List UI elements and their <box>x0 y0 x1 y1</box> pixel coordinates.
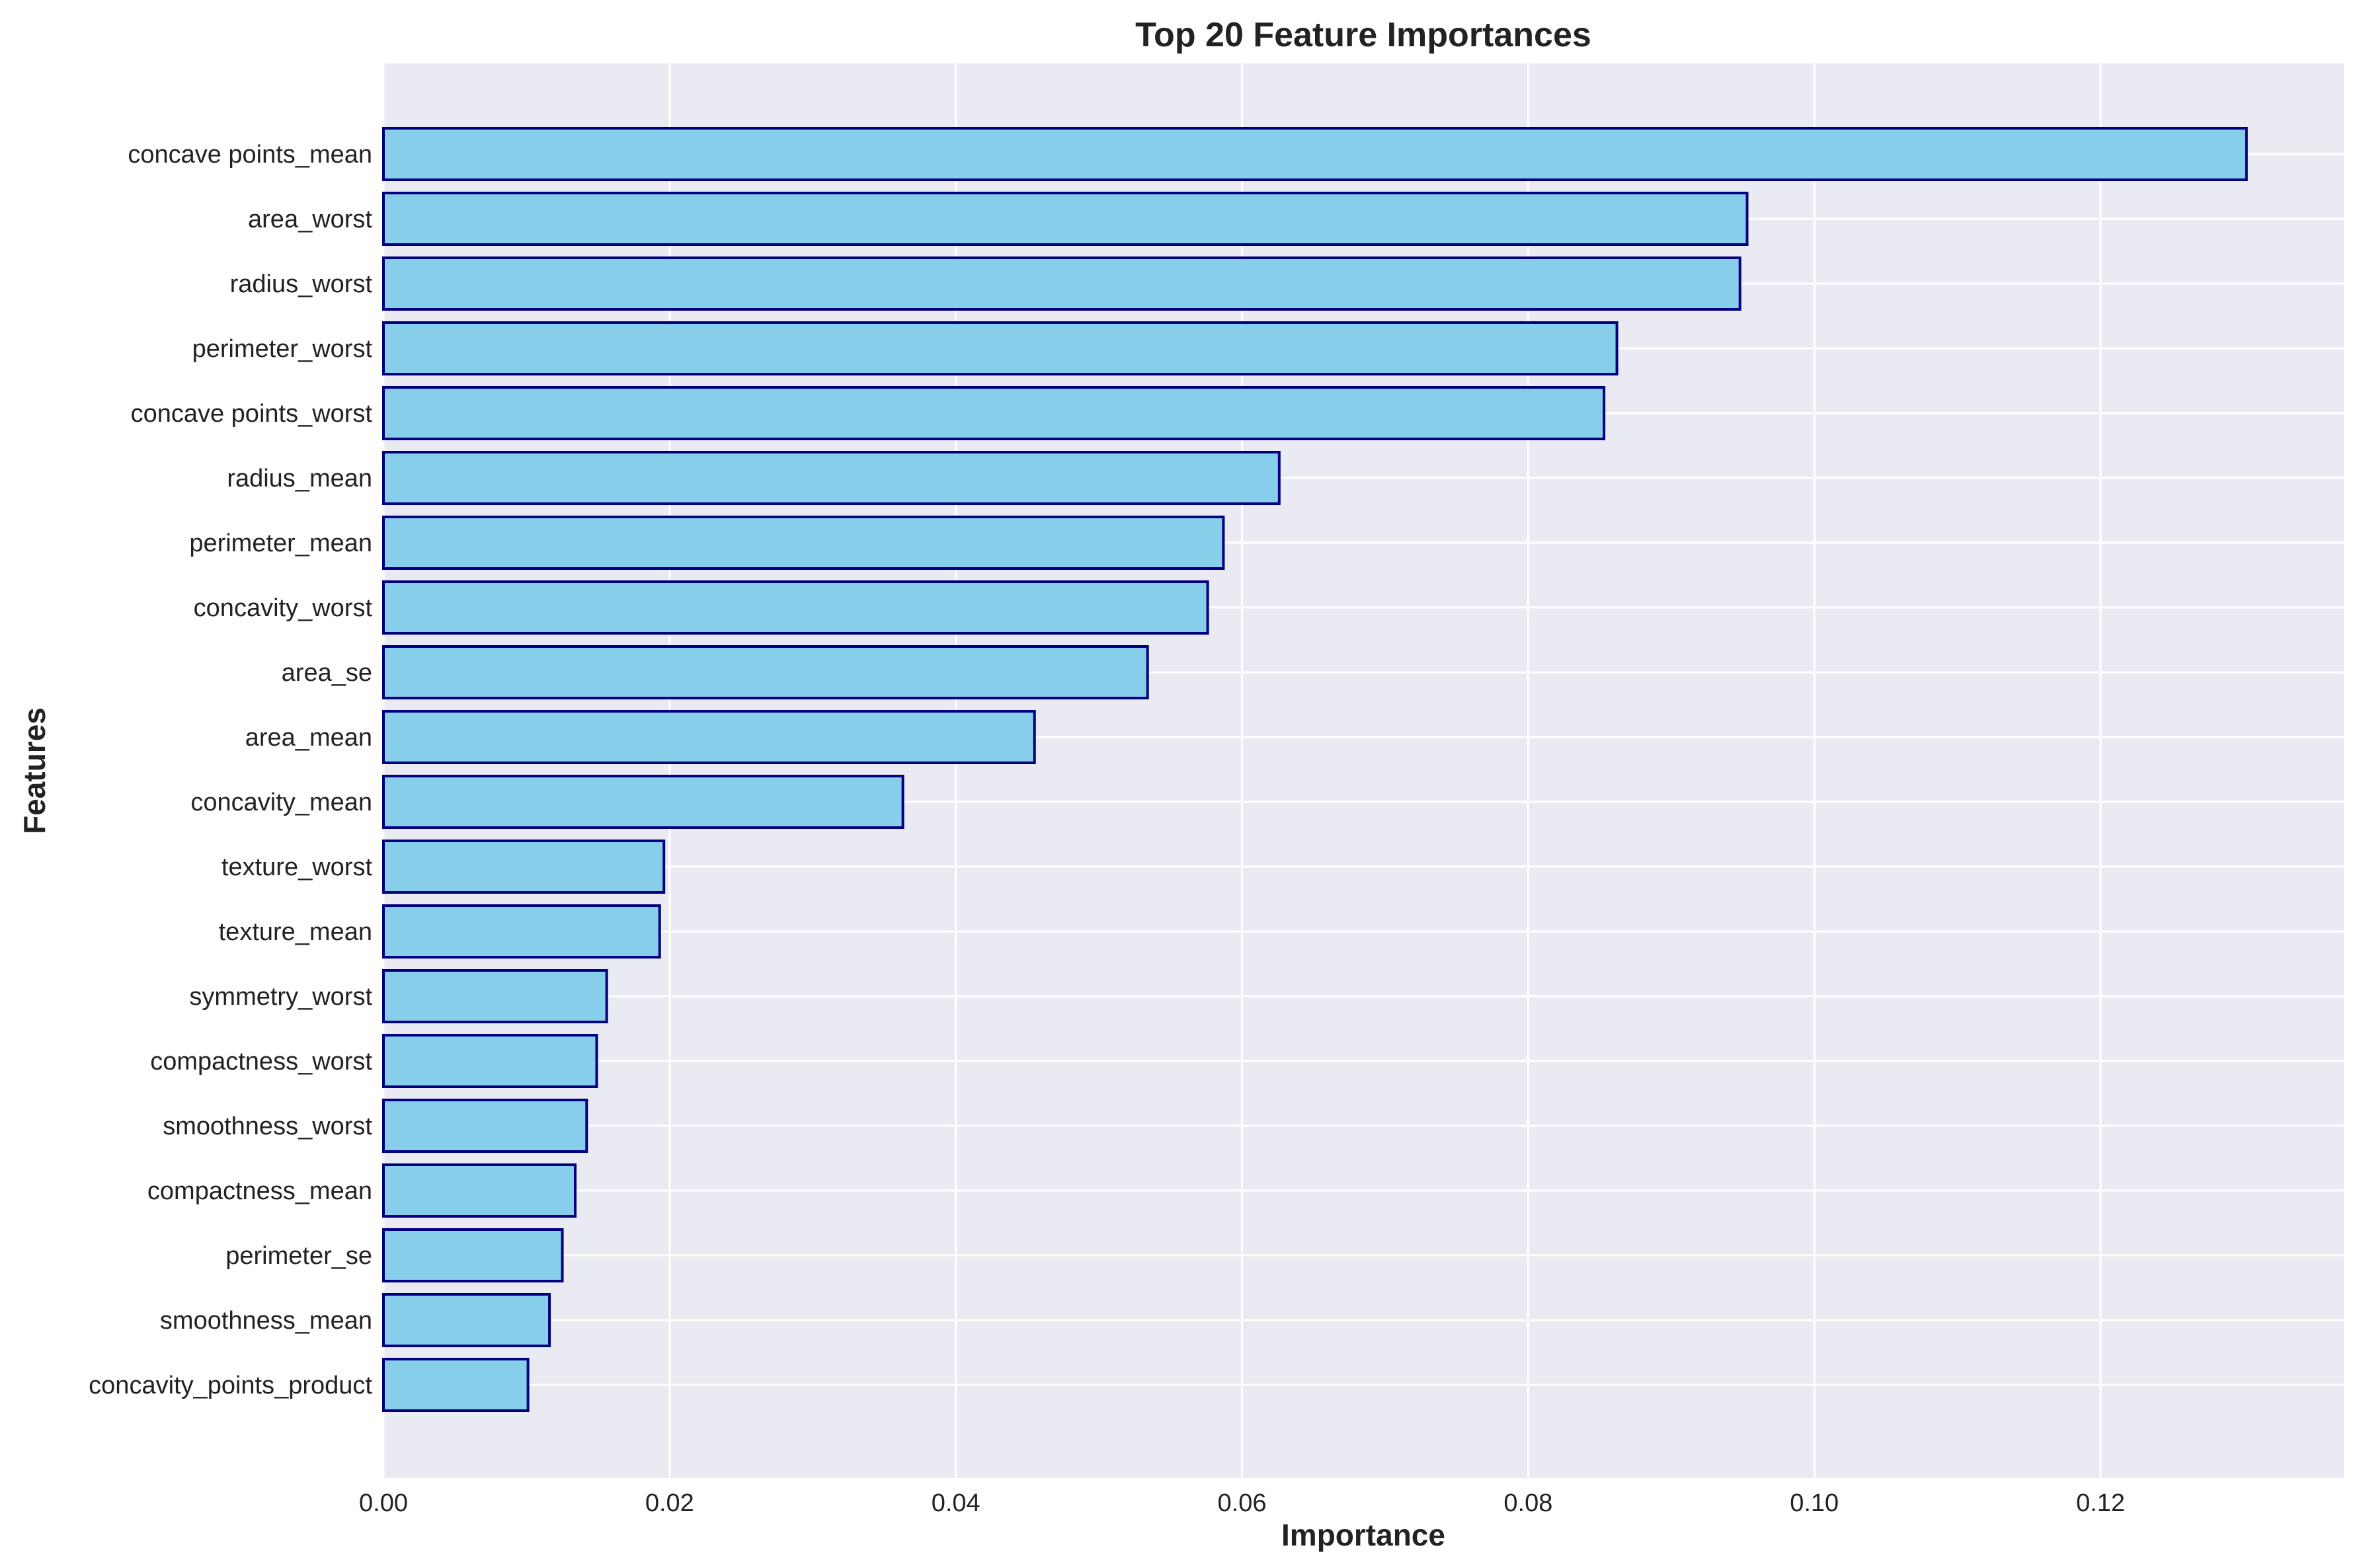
y-tick-label: texture_worst <box>221 853 373 881</box>
bar <box>382 256 1741 311</box>
bars <box>382 127 2248 1412</box>
y-tick-label: concavity_points_product <box>89 1372 372 1399</box>
y-tick-labels: concave points_mean area_worst radius_wors… <box>89 141 372 1399</box>
x-tick-label: 0.10 <box>1790 1489 1839 1517</box>
x-tick-label: 0.08 <box>1503 1489 1552 1517</box>
y-tick-label: area_se <box>282 659 372 687</box>
bar <box>382 710 1036 764</box>
bar <box>382 645 1149 699</box>
x-tick-label: 0.00 <box>359 1489 408 1517</box>
y-tick-label: area_mean <box>245 724 372 752</box>
y-tick-label: area_worst <box>248 206 372 233</box>
x-tick-label: 0.06 <box>1218 1489 1267 1517</box>
y-axis-label: Features <box>17 707 52 834</box>
bar <box>382 1358 530 1412</box>
bar <box>382 1163 577 1218</box>
bar <box>382 516 1225 570</box>
x-tick-label: 0.12 <box>2076 1489 2125 1517</box>
y-tick-label: texture_mean <box>219 918 372 946</box>
bar <box>382 580 1209 635</box>
y-tick-label: perimeter_worst <box>192 335 373 363</box>
x-tick-label: 0.02 <box>645 1489 694 1517</box>
y-tick-label: compactness_worst <box>150 1048 372 1076</box>
bar <box>382 775 904 829</box>
y-tick-label: concave points_mean <box>128 141 372 169</box>
y-tick-label: concavity_worst <box>194 594 373 622</box>
x-tick-label: 0.04 <box>932 1489 980 1517</box>
bar <box>382 451 1281 505</box>
bar <box>382 904 661 959</box>
y-tick-label: radius_worst <box>230 270 373 298</box>
y-tick-label: smoothness_mean <box>160 1307 372 1335</box>
y-tick-label: perimeter_mean <box>189 529 372 557</box>
bar <box>382 1099 588 1153</box>
bar <box>382 321 1619 375</box>
y-tick-label: compactness_mean <box>147 1177 372 1205</box>
bar <box>382 386 1606 440</box>
bar <box>382 127 2248 181</box>
x-axis-label: Importance <box>1281 1518 1445 1552</box>
bar <box>382 1034 598 1088</box>
y-tick-label: concavity_mean <box>190 789 372 816</box>
bar <box>382 1293 551 1347</box>
y-tick-label: symmetry_worst <box>189 983 372 1011</box>
x-tick-labels: 0.00 0.02 0.04 0.06 0.08 0.10 0.12 <box>359 1489 2125 1517</box>
y-tick-label: perimeter_se <box>225 1242 372 1270</box>
y-tick-label: radius_mean <box>227 465 372 492</box>
y-tick-label: concave points_worst <box>131 400 373 428</box>
bar <box>382 192 1749 246</box>
bar <box>382 969 608 1023</box>
bar <box>382 1228 564 1282</box>
bar <box>382 840 666 894</box>
chart-title: Top 20 Feature Importances <box>1135 16 1591 54</box>
y-tick-label: smoothness_worst <box>163 1113 372 1140</box>
